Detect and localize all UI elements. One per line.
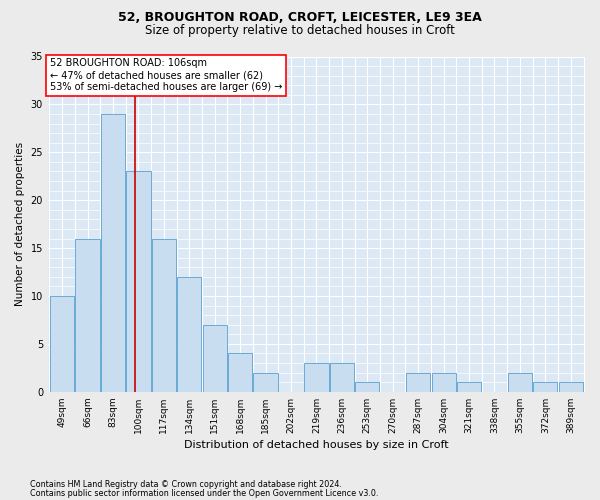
Text: Size of property relative to detached houses in Croft: Size of property relative to detached ho… [145,24,455,37]
Bar [330,363,354,392]
Text: Contains HM Land Registry data © Crown copyright and database right 2024.: Contains HM Land Registry data © Crown c… [30,480,342,489]
Bar [533,382,557,392]
Text: 52, BROUGHTON ROAD, CROFT, LEICESTER, LE9 3EA: 52, BROUGHTON ROAD, CROFT, LEICESTER, LE… [118,11,482,24]
Bar [253,372,278,392]
X-axis label: Distribution of detached houses by size in Croft: Distribution of detached houses by size … [184,440,449,450]
Bar [457,382,481,392]
Bar [177,277,202,392]
Bar [355,382,379,392]
Bar [50,296,74,392]
Bar [152,238,176,392]
Text: Contains public sector information licensed under the Open Government Licence v3: Contains public sector information licen… [30,490,379,498]
Bar [304,363,329,392]
Y-axis label: Number of detached properties: Number of detached properties [15,142,25,306]
Bar [76,238,100,392]
Bar [101,114,125,392]
Bar [508,372,532,392]
Bar [406,372,430,392]
Bar [431,372,456,392]
Bar [127,172,151,392]
Text: 52 BROUGHTON ROAD: 106sqm
← 47% of detached houses are smaller (62)
53% of semi-: 52 BROUGHTON ROAD: 106sqm ← 47% of detac… [50,58,283,92]
Bar [203,325,227,392]
Bar [559,382,583,392]
Bar [228,354,252,392]
